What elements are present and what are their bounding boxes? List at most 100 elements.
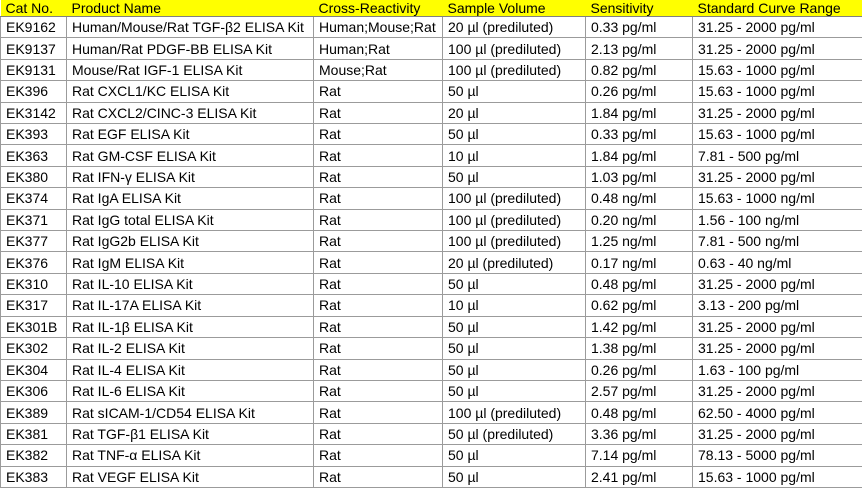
cell-standard-curve-range: 15.63 - 1000 pg/ml bbox=[692, 123, 862, 146]
column-header-sensitivity: Sensitivity bbox=[585, 0, 693, 17]
cell-cross-reactivity: Rat bbox=[313, 444, 443, 467]
cell-sample-volume: 100 µl (prediluted) bbox=[442, 401, 586, 424]
column-header-cat-no: Cat No. bbox=[0, 0, 67, 17]
cell-sample-volume: 100 µl (prediluted) bbox=[442, 208, 586, 232]
cell-product-name: Rat IL-1β ELISA Kit bbox=[66, 315, 314, 339]
cell-product-name: Human/Mouse/Rat TGF-β2 ELISA Kit bbox=[66, 15, 314, 39]
cell-product-name: Rat IgA ELISA Kit bbox=[66, 187, 314, 210]
cell-cat-no: EK376 bbox=[0, 251, 67, 274]
table-row: EK363 Rat GM-CSF ELISA Kit Rat 10 µl 1.8… bbox=[0, 144, 862, 167]
cell-standard-curve-range: 31.25 - 2000 pg/ml bbox=[692, 337, 862, 360]
cell-cat-no: EK382 bbox=[0, 444, 67, 467]
cell-standard-curve-range: 31.25 - 2000 pg/ml bbox=[692, 37, 862, 60]
cell-sample-volume: 50 µl bbox=[442, 337, 586, 360]
cell-sample-volume: 10 µl bbox=[442, 294, 586, 317]
cell-cross-reactivity: Human;Rat bbox=[313, 37, 443, 60]
cell-cat-no: EK363 bbox=[0, 144, 67, 167]
cell-product-name: Mouse/Rat IGF-1 ELISA Kit bbox=[66, 58, 314, 82]
cell-cross-reactivity: Mouse;Rat bbox=[313, 58, 443, 82]
table-body: EK9162 Human/Mouse/Rat TGF-β2 ELISA Kit … bbox=[0, 15, 862, 488]
cell-product-name: Rat IL-10 ELISA Kit bbox=[66, 272, 314, 296]
cell-product-name: Rat CXCL2/CINC-3 ELISA Kit bbox=[66, 101, 314, 125]
table-row: EK389 Rat sICAM-1/CD54 ELISA Kit Rat 100… bbox=[0, 401, 862, 424]
column-header-standard-curve-range: Standard Curve Range bbox=[692, 0, 862, 17]
cell-standard-curve-range: 31.25 - 2000 pg/ml bbox=[692, 15, 862, 39]
cell-sample-volume: 50 µl bbox=[442, 444, 586, 467]
cell-product-name: Rat IL-17A ELISA Kit bbox=[66, 294, 314, 317]
cell-sensitivity: 1.42 pg/ml bbox=[585, 315, 693, 339]
cell-sensitivity: 0.48 pg/ml bbox=[585, 272, 693, 296]
table-row: EK9162 Human/Mouse/Rat TGF-β2 ELISA Kit … bbox=[0, 15, 862, 39]
cell-product-name: Rat GM-CSF ELISA Kit bbox=[66, 144, 314, 167]
table-row: EK381 Rat TGF-β1 ELISA Kit Rat 50 µl (pr… bbox=[0, 422, 862, 446]
table-row: EK9131 Mouse/Rat IGF-1 ELISA Kit Mouse;R… bbox=[0, 58, 862, 82]
header-row: Cat No. Product Name Cross-Reactivity Sa… bbox=[0, 0, 862, 17]
table-row: EK301B Rat IL-1β ELISA Kit Rat 50 µl 1.4… bbox=[0, 315, 862, 339]
cell-sensitivity: 1.38 pg/ml bbox=[585, 337, 693, 360]
table-row: EK310 Rat IL-10 ELISA Kit Rat 50 µl 0.48… bbox=[0, 272, 862, 296]
cell-cross-reactivity: Rat bbox=[313, 80, 443, 103]
cell-standard-curve-range: 31.25 - 2000 pg/ml bbox=[692, 272, 862, 296]
cell-product-name: Rat IgG2b ELISA Kit bbox=[66, 230, 314, 253]
cell-sensitivity: 0.48 pg/ml bbox=[585, 401, 693, 424]
cell-cat-no: EK306 bbox=[0, 379, 67, 403]
cell-sample-volume: 20 µl (prediluted) bbox=[442, 251, 586, 274]
table-row: EK9137 Human/Rat PDGF-BB ELISA Kit Human… bbox=[0, 37, 862, 60]
cell-standard-curve-range: 1.56 - 100 ng/ml bbox=[692, 208, 862, 232]
cell-cat-no: EK374 bbox=[0, 187, 67, 210]
cell-cross-reactivity: Rat bbox=[313, 358, 443, 381]
table-row: EK396 Rat CXCL1/KC ELISA Kit Rat 50 µl 0… bbox=[0, 80, 862, 103]
cell-sensitivity: 0.48 ng/ml bbox=[585, 187, 693, 210]
cell-cross-reactivity: Rat bbox=[313, 422, 443, 446]
cell-cross-reactivity: Rat bbox=[313, 208, 443, 232]
table-row: EK304 Rat IL-4 ELISA Kit Rat 50 µl 0.26 … bbox=[0, 358, 862, 381]
cell-cat-no: EK380 bbox=[0, 165, 67, 189]
cell-sensitivity: 1.84 pg/ml bbox=[585, 101, 693, 125]
cell-cross-reactivity: Human;Mouse;Rat bbox=[313, 15, 443, 39]
cell-sensitivity: 2.57 pg/ml bbox=[585, 379, 693, 403]
cell-sample-volume: 50 µl bbox=[442, 272, 586, 296]
cell-sensitivity: 7.14 pg/ml bbox=[585, 444, 693, 467]
cell-sample-volume: 20 µl bbox=[442, 101, 586, 125]
cell-sample-volume: 100 µl (prediluted) bbox=[442, 230, 586, 253]
cell-product-name: Rat IgG total ELISA Kit bbox=[66, 208, 314, 232]
cell-product-name: Human/Rat PDGF-BB ELISA Kit bbox=[66, 37, 314, 60]
table-row: EK306 Rat IL-6 ELISA Kit Rat 50 µl 2.57 … bbox=[0, 379, 862, 403]
cell-product-name: Rat CXCL1/KC ELISA Kit bbox=[66, 80, 314, 103]
cell-cat-no: EK389 bbox=[0, 401, 67, 424]
cell-standard-curve-range: 0.63 - 40 ng/ml bbox=[692, 251, 862, 274]
cell-sensitivity: 0.20 ng/ml bbox=[585, 208, 693, 232]
cell-standard-curve-range: 78.13 - 5000 pg/ml bbox=[692, 444, 862, 467]
cell-product-name: Rat TNF-α ELISA Kit bbox=[66, 444, 314, 467]
cell-sample-volume: 100 µl (prediluted) bbox=[442, 58, 586, 82]
cell-standard-curve-range: 15.63 - 1000 pg/ml bbox=[692, 80, 862, 103]
cell-sensitivity: 0.17 ng/ml bbox=[585, 251, 693, 274]
cell-standard-curve-range: 31.25 - 2000 pg/ml bbox=[692, 165, 862, 189]
cell-product-name: Rat TGF-β1 ELISA Kit bbox=[66, 422, 314, 446]
cell-cross-reactivity: Rat bbox=[313, 251, 443, 274]
cell-sample-volume: 50 µl bbox=[442, 315, 586, 339]
cell-cat-no: EK396 bbox=[0, 80, 67, 103]
cell-product-name: Rat sICAM-1/CD54 ELISA Kit bbox=[66, 401, 314, 424]
table-row: EK393 Rat EGF ELISA Kit Rat 50 µl 0.33 p… bbox=[0, 123, 862, 146]
cell-cat-no: EK9162 bbox=[0, 15, 67, 39]
cell-standard-curve-range: 31.25 - 2000 pg/ml bbox=[692, 379, 862, 403]
cell-cross-reactivity: Rat bbox=[313, 272, 443, 296]
cell-sensitivity: 2.13 pg/ml bbox=[585, 37, 693, 60]
cell-product-name: Rat IL-6 ELISA Kit bbox=[66, 379, 314, 403]
cell-cross-reactivity: Rat bbox=[313, 401, 443, 424]
cell-cross-reactivity: Rat bbox=[313, 165, 443, 189]
cell-cat-no: EK381 bbox=[0, 422, 67, 446]
cell-cat-no: EK9137 bbox=[0, 37, 67, 60]
cell-cross-reactivity: Rat bbox=[313, 379, 443, 403]
cell-cross-reactivity: Rat bbox=[313, 101, 443, 125]
cell-standard-curve-range: 31.25 - 2000 pg/ml bbox=[692, 315, 862, 339]
table-row: EK377 Rat IgG2b ELISA Kit Rat 100 µl (pr… bbox=[0, 230, 862, 253]
cell-sensitivity: 1.25 ng/ml bbox=[585, 230, 693, 253]
cell-sensitivity: 0.62 pg/ml bbox=[585, 294, 693, 317]
cell-sensitivity: 0.33 pg/ml bbox=[585, 123, 693, 146]
cell-sensitivity: 0.82 pg/ml bbox=[585, 58, 693, 82]
cell-standard-curve-range: 15.63 - 1000 pg/ml bbox=[692, 465, 862, 488]
table-row: EK302 Rat IL-2 ELISA Kit Rat 50 µl 1.38 … bbox=[0, 337, 862, 360]
table-row: EK317 Rat IL-17A ELISA Kit Rat 10 µl 0.6… bbox=[0, 294, 862, 317]
